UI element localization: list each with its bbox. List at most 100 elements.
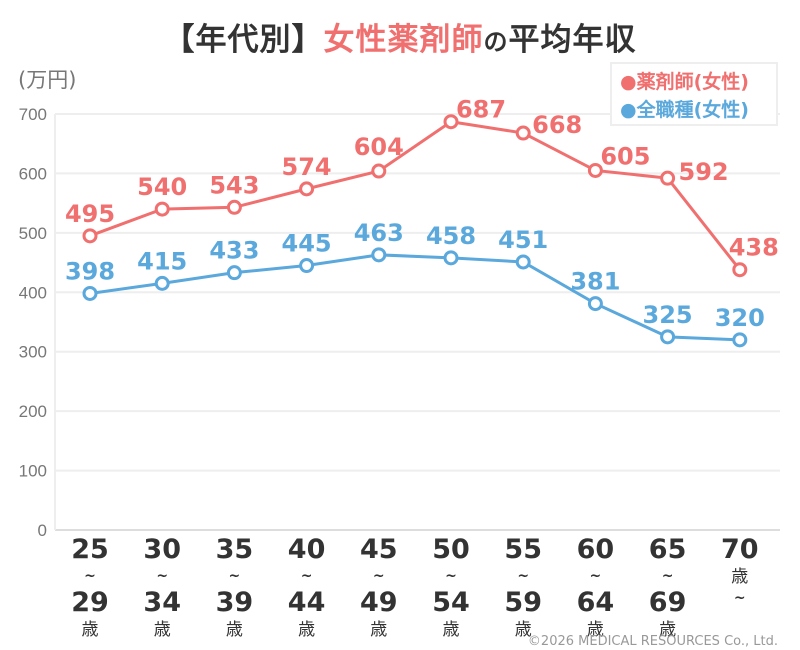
- x-tick-label: 歳: [226, 620, 243, 640]
- data-label: 415: [137, 247, 187, 275]
- x-tick-label: 歳: [587, 620, 604, 640]
- x-tick-label: 60: [577, 534, 615, 565]
- data-point: [443, 250, 459, 266]
- x-tick-label: 29: [71, 587, 109, 618]
- y-tick-label: 500: [19, 224, 47, 243]
- data-label: 687: [456, 96, 506, 124]
- data-point: [299, 258, 315, 274]
- data-label: 451: [498, 226, 548, 254]
- x-tick-label: 歳: [659, 620, 676, 640]
- x-tick-label: 45: [360, 534, 398, 565]
- y-tick-label: 700: [19, 105, 47, 124]
- x-tick-label: 35: [216, 534, 254, 565]
- x-tick-label: 歳: [370, 620, 387, 640]
- series-line: [89, 120, 741, 271]
- title-prefix: 【年代別】: [163, 22, 324, 58]
- y-tick-label: 0: [38, 521, 47, 540]
- x-tick-label: ~: [373, 568, 385, 584]
- legend-item-pharmacist: ●薬剤師(女性): [620, 71, 749, 93]
- data-point: [660, 329, 676, 345]
- data-point: [226, 199, 242, 215]
- data-point: [226, 265, 242, 281]
- data-label: 592: [679, 158, 729, 186]
- data-point: [660, 170, 676, 186]
- y-tick-label: 100: [19, 462, 47, 481]
- data-label: 604: [354, 133, 404, 161]
- data-point: [82, 285, 98, 301]
- x-tick-label: ~: [84, 568, 96, 584]
- data-point: [299, 181, 315, 197]
- y-tick-label: 200: [19, 402, 47, 421]
- x-tick-label: ~: [590, 568, 602, 584]
- legend: ●薬剤師(女性) ●全職種(女性): [610, 62, 778, 126]
- data-label: 540: [137, 173, 187, 201]
- x-tick-label: 64: [577, 587, 615, 618]
- data-label: 605: [600, 142, 650, 170]
- chart-title: 【年代別】女性薬剤師の平均年収: [0, 14, 800, 59]
- data-point: [82, 228, 98, 244]
- data-label: 381: [570, 268, 620, 296]
- title-particle: の: [483, 28, 509, 56]
- x-tick-label: 30: [143, 534, 181, 565]
- data-point: [587, 296, 603, 312]
- data-label: 495: [65, 200, 115, 228]
- x-tick-label: 歳: [731, 567, 748, 587]
- x-tick-label: 歳: [443, 620, 460, 640]
- x-tick-label: 39: [216, 587, 254, 618]
- x-tick-label: 歳: [515, 620, 532, 640]
- data-point: [515, 125, 531, 141]
- series-line: [89, 253, 740, 342]
- x-tick-label: 54: [432, 587, 470, 618]
- y-tick-label: 600: [19, 164, 47, 183]
- data-point: [443, 114, 459, 130]
- x-tick-label: 40: [288, 534, 326, 565]
- data-label: 445: [282, 230, 332, 258]
- copyright: ©2026 MEDICAL RESOURCES Co., Ltd.: [527, 634, 778, 649]
- title-suffix: 平均年収: [508, 22, 637, 58]
- x-tick-label: ~: [229, 568, 241, 584]
- data-point: [732, 332, 748, 348]
- x-tick-label: 34: [143, 587, 181, 618]
- data-label: 463: [354, 219, 404, 247]
- data-point: [154, 201, 170, 217]
- legend-item-all-jobs: ●全職種(女性): [620, 99, 749, 121]
- data-point: [154, 275, 170, 291]
- x-tick-label: 歳: [82, 620, 99, 640]
- data-point: [587, 162, 603, 178]
- data-label: 325: [643, 301, 693, 329]
- data-label: 433: [209, 237, 259, 265]
- y-tick-label: 400: [19, 283, 47, 302]
- x-tick-label: ~: [301, 568, 313, 584]
- x-tick-label: 70: [721, 534, 759, 565]
- y-tick-label: 300: [19, 343, 47, 362]
- data-label: 398: [65, 257, 115, 285]
- data-label: 320: [715, 304, 765, 332]
- data-label: 543: [209, 171, 259, 199]
- x-tick-label: ~: [662, 568, 674, 584]
- x-tick-label: 50: [432, 534, 470, 565]
- title-highlight: 女性薬剤師: [323, 22, 484, 58]
- x-tick-label: ~: [517, 568, 529, 584]
- y-axis-unit: (万円): [18, 68, 77, 92]
- x-tick-label: 25: [71, 534, 109, 565]
- x-tick-label: ~: [156, 568, 168, 584]
- x-tick-label: 55: [504, 534, 542, 565]
- data-label: 458: [426, 222, 476, 250]
- data-label: 574: [282, 153, 332, 181]
- x-tick-label: 59: [504, 587, 542, 618]
- data-label: 438: [729, 234, 779, 262]
- x-tick-label: ~: [734, 590, 746, 606]
- x-tick-label: 49: [360, 587, 398, 618]
- x-tick-label: 69: [649, 587, 687, 618]
- data-point: [732, 262, 748, 278]
- x-tick-label: 65: [649, 534, 687, 565]
- x-tick-label: ~: [445, 568, 457, 584]
- x-tick-label: 歳: [298, 620, 315, 640]
- x-tick-label: 歳: [154, 620, 171, 640]
- x-tick-label: 44: [288, 587, 326, 618]
- data-point: [371, 163, 387, 179]
- data-point: [371, 247, 387, 263]
- data-point: [515, 254, 531, 270]
